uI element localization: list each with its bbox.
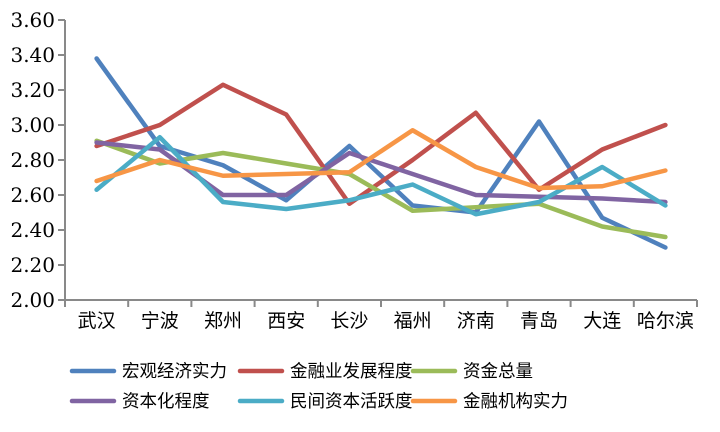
- y-tick-label: 3.60: [10, 8, 55, 32]
- legend-label-2: 资金总量: [463, 362, 533, 382]
- y-tick-label: 3.20: [10, 78, 55, 102]
- y-tick-label: 2.40: [10, 218, 55, 242]
- series-line-1: [94, 82, 668, 206]
- legend-label-5: 金融机构实力: [463, 392, 568, 412]
- x-tick-label: 宁波: [141, 310, 179, 332]
- legend-label-1: 金融业发展程度: [290, 362, 413, 382]
- series-line-5: [94, 128, 668, 191]
- y-tick-label: 2.80: [10, 148, 55, 172]
- x-tick-label: 大连: [583, 310, 621, 332]
- y-tick-label: 2.20: [10, 253, 55, 277]
- x-tick-label: 青岛: [520, 310, 558, 332]
- x-tick-label: 武汉: [78, 310, 116, 332]
- legend-label-3: 资本化程度: [122, 392, 210, 412]
- y-tick-label: 2.60: [10, 183, 55, 207]
- x-tick-label: 西安: [267, 310, 305, 332]
- x-tick-label: 长沙: [330, 310, 368, 332]
- x-tick-label: 郑州: [204, 310, 242, 332]
- y-tick-label: 3.40: [10, 43, 55, 67]
- x-tick-label: 福州: [394, 310, 432, 332]
- y-tick-label: 2.00: [10, 288, 55, 312]
- y-tick-label: 3.00: [10, 113, 55, 137]
- legend-label-0: 宏观经济实力: [122, 362, 227, 382]
- x-tick-label: 哈尔滨: [637, 310, 694, 332]
- x-tick-label: 济南: [457, 310, 495, 332]
- legend-label-4: 民间资本活跃度: [290, 392, 413, 412]
